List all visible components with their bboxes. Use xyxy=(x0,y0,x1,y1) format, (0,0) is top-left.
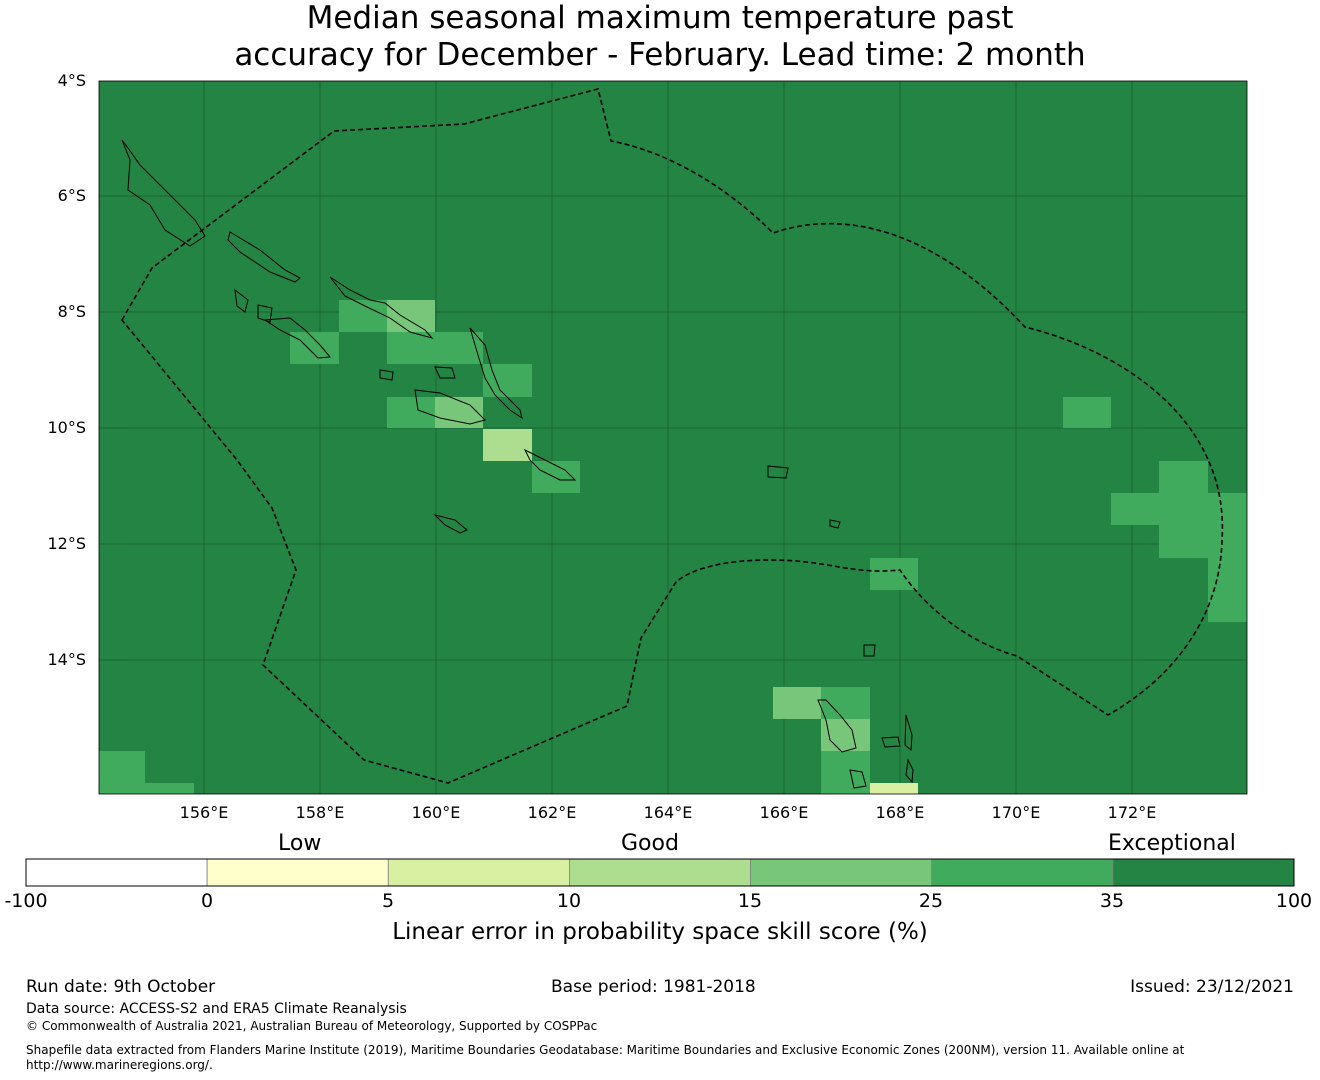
map-title: Median seasonal maximum temperature past… xyxy=(0,0,1320,74)
colorbar-category-good: Good xyxy=(621,831,679,856)
run-date: Run date: 9th October xyxy=(26,977,216,997)
colorbar-segment xyxy=(25,858,208,887)
colorbar-tick-25: 25 xyxy=(918,890,944,912)
colorbar-tick-10: 10 xyxy=(556,890,582,912)
copyright: © Commonwealth of Australia 2021, Austra… xyxy=(26,1019,598,1033)
island-outlines xyxy=(121,139,914,789)
lat-label-8s: 8°S xyxy=(57,302,86,321)
lon-label-172e: 172°E xyxy=(1107,803,1157,822)
shapefile-credit: Shapefile data extracted from Flanders M… xyxy=(26,1043,1185,1057)
colorbar-category-low: Low xyxy=(278,831,322,856)
colorbar-category-exceptional: Exceptional xyxy=(1108,831,1236,856)
lon-label-162e: 162°E xyxy=(527,803,577,822)
data-source: Data source: ACCESS-S2 and ERA5 Climate … xyxy=(26,1001,407,1017)
colorbar-tick-minus100: -100 xyxy=(4,890,48,912)
colorbar-tick-15: 15 xyxy=(737,890,763,912)
colorbar-tick-35: 35 xyxy=(1099,890,1125,912)
lat-label-14s: 14°S xyxy=(47,650,86,669)
lat-label-12s: 12°S xyxy=(47,534,86,553)
lon-label-158e: 158°E xyxy=(295,803,345,822)
colorbar-segment xyxy=(206,858,389,887)
lon-label-164e: 164°E xyxy=(643,803,693,822)
map-background xyxy=(99,81,1247,794)
colorbar-tick-5: 5 xyxy=(381,890,395,912)
colorbar-tick-100: 100 xyxy=(1275,890,1313,912)
map-title-line2: accuracy for December - February. Lead t… xyxy=(234,37,1086,73)
map-title-line1: Median seasonal maximum temperature past xyxy=(306,0,1014,36)
issued-date: Issued: 23/12/2021 xyxy=(1130,977,1294,997)
lon-label-166e: 166°E xyxy=(759,803,809,822)
shapefile-url: http://www.marineregions.org/. xyxy=(26,1058,213,1072)
lon-label-170e: 170°E xyxy=(991,803,1041,822)
lat-label-4s: 4°S xyxy=(57,71,86,90)
lon-label-168e: 168°E xyxy=(875,803,925,822)
colorbar-tick-0: 0 xyxy=(200,890,214,912)
colorbar-frame xyxy=(25,858,1295,887)
lat-label-10s: 10°S xyxy=(47,418,86,437)
colorbar-segment xyxy=(569,858,751,887)
colorbar-segments xyxy=(25,858,1295,887)
eez-boundary xyxy=(121,88,1224,784)
base-period: Base period: 1981-2018 xyxy=(551,977,756,997)
lon-label-160e: 160°E xyxy=(411,803,461,822)
colorbar-segment xyxy=(1112,858,1295,887)
colorbar-segment xyxy=(931,858,1114,887)
map-gridlines xyxy=(99,81,1247,794)
colorbar-segment xyxy=(387,858,570,887)
colorbar-segment xyxy=(750,858,933,887)
lat-label-6s: 6°S xyxy=(57,186,86,205)
lon-label-156e: 156°E xyxy=(179,803,229,822)
colorbar-label: Linear error in probability space skill … xyxy=(392,919,928,945)
